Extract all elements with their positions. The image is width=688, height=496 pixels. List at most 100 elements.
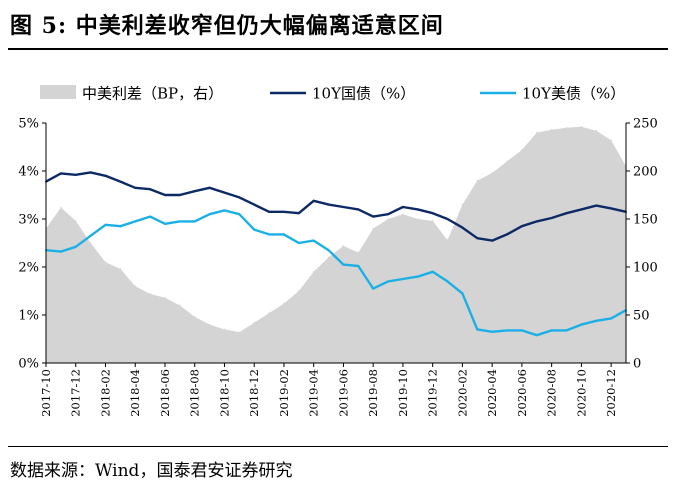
cn10y-point: [550, 217, 553, 219]
x-tick-label: 2020-02: [455, 369, 469, 417]
spread-point: [223, 328, 226, 331]
x-tick-label: 2019-12: [426, 369, 440, 417]
spread-point: [595, 129, 598, 132]
left-tick-label: 1%: [18, 309, 39, 324]
us10y-point: [59, 250, 62, 253]
cn10y-point: [431, 212, 434, 215]
x-tick-label: 2018-12: [247, 369, 261, 417]
spread-yield-chart: 中美利差（BP，右） 10Y国债（%） 10Y美债（%） 0%1%2%3%4%5%0…: [18, 85, 658, 417]
us10y-point: [461, 292, 464, 295]
spread-point: [238, 331, 241, 334]
us10y-point: [535, 334, 538, 337]
us10y-point: [580, 323, 583, 326]
x-tick-label: 2020-10: [574, 369, 588, 417]
spread-point: [491, 172, 494, 174]
left-tick-label: 2%: [18, 261, 39, 276]
cn10y-point: [282, 210, 285, 213]
left-tick-label: 5%: [18, 117, 39, 132]
cn10y-point: [416, 208, 419, 211]
us10y-point: [401, 278, 404, 280]
spread-area: [46, 126, 626, 363]
legend-swatch-spread: [40, 85, 76, 99]
x-tick-label: 2019-08: [366, 369, 380, 417]
us10y-point: [387, 280, 390, 283]
us10y-point: [149, 215, 152, 218]
cn10y-point: [119, 180, 122, 183]
x-tick-label: 2017-10: [39, 369, 53, 417]
cn10y-point: [446, 218, 449, 220]
us10y-point: [446, 280, 449, 283]
us10y-point: [342, 263, 345, 266]
cn10y-point: [312, 199, 315, 202]
cn10y-point: [89, 171, 92, 174]
spread-point: [461, 203, 464, 206]
left-tick-label: 0%: [18, 357, 39, 372]
cn10y-point: [104, 174, 107, 177]
x-tick-label: 2019-06: [336, 369, 350, 417]
spread-point: [580, 126, 583, 128]
us10y-line: [45, 209, 627, 337]
x-tick-label: 2020-12: [604, 369, 618, 417]
spread-point: [208, 323, 211, 326]
cn10y-point: [178, 194, 181, 196]
cn10y-point: [164, 194, 166, 196]
us10y-point: [74, 245, 77, 248]
spread-point: [372, 227, 375, 230]
cn10y-point: [401, 206, 404, 208]
right-tick-label: 0: [633, 357, 641, 372]
right-tick-label: 250: [633, 117, 658, 132]
spread-point: [89, 242, 92, 244]
cn10y-point: [268, 210, 271, 213]
legend-label: 中美利差（BP，右）: [82, 85, 223, 103]
us10y-point: [610, 317, 613, 320]
us10y-point: [134, 220, 137, 223]
x-tick-label: 2019-02: [277, 369, 291, 417]
figure-title: 图 5: 中美利差收窄但仍大幅偏离适意区间: [10, 13, 444, 39]
title-rule: [8, 48, 668, 50]
us10y-point: [253, 228, 256, 231]
cn10y-point: [149, 188, 152, 191]
us10y-point: [312, 239, 315, 242]
us10y-point: [520, 329, 523, 332]
x-tick-label: 2018-02: [98, 369, 112, 417]
source-note: 数据来源：Wind，国泰君安证券研究: [10, 461, 293, 481]
source-rule: [8, 446, 668, 447]
us10y-point: [431, 270, 434, 273]
cn10y-point: [476, 237, 479, 240]
us10y-point: [372, 287, 375, 290]
us10y-point: [416, 275, 419, 278]
x-tick-label: 2020-06: [515, 369, 529, 417]
cn10y-point: [506, 233, 508, 236]
us10y-point: [208, 213, 211, 216]
cn10y-point: [610, 207, 613, 210]
us10y-point: [119, 225, 122, 228]
right-tick-label: 50: [633, 309, 650, 324]
us10y-point: [357, 265, 360, 267]
cn10y-point: [372, 215, 375, 218]
us10y-point: [550, 329, 553, 332]
cn10y-point: [238, 196, 241, 199]
spread-point: [610, 139, 612, 142]
spread-point: [253, 321, 255, 324]
right-tick-label: 100: [633, 261, 658, 276]
spread-point: [342, 245, 345, 247]
cn10y-point: [327, 203, 330, 206]
spread-point: [179, 304, 181, 307]
cn10y-point: [134, 186, 137, 189]
spread-point: [149, 293, 151, 295]
us10y-point: [595, 319, 598, 322]
spread-point: [119, 268, 122, 270]
spread-point: [431, 220, 434, 222]
cn10y-point: [193, 190, 196, 193]
x-tick-label: 2018-08: [188, 369, 202, 417]
spread-point: [446, 239, 449, 241]
spread-point: [268, 312, 270, 314]
cn10y-point: [461, 226, 464, 229]
left-tick-label: 3%: [18, 213, 39, 228]
cn10y-point: [580, 208, 583, 211]
left-tick-label: 4%: [18, 165, 39, 180]
spread-point: [74, 220, 77, 222]
spread-point: [476, 179, 479, 182]
cn10y-point: [342, 206, 345, 208]
us10y-point: [238, 213, 241, 216]
